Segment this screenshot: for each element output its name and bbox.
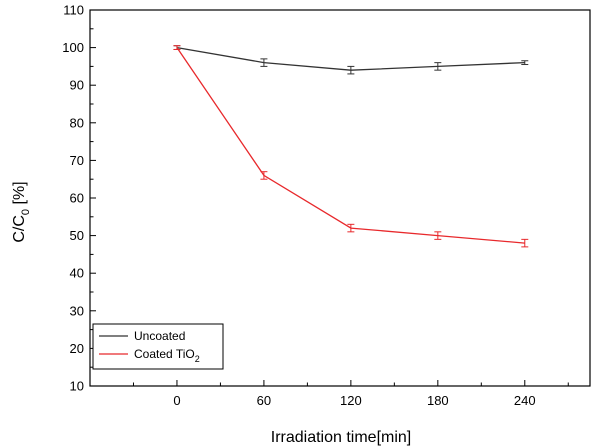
x-axis-ticks: 0 60 120 180 240 [132,380,569,408]
y-axis-title: C/C0 [%] [11,181,32,242]
y-tick-label: 30 [70,303,84,318]
x-tick-label: 120 [340,393,362,408]
y-axis-title-subscript: 0 [20,209,32,215]
y-tick-label: 110 [63,3,84,18]
y-tick-label: 20 [70,341,84,356]
y-tick-label: 100 [62,40,84,55]
y-tick-label: 40 [70,266,84,281]
x-tick-label: 240 [514,393,536,408]
y-tick-label: 90 [70,78,84,93]
legend-box [92,323,224,370]
legend-label-coated-main: Coated TiO [134,347,195,361]
y-tick-label: 50 [70,228,84,243]
series-layer [173,45,529,248]
y-axis-title-unit: [%] [11,181,28,209]
series-1 [173,45,529,248]
y-axis-title-main: C/C [11,215,28,243]
legend-label-coated: Coated TiO2 [134,347,200,364]
y-tick-label: 70 [70,153,84,168]
series-line [176,47,525,244]
x-axis-title: Irradiation time[min] [271,429,412,446]
y-tick-label: 60 [70,191,84,206]
legend-label-coated-subscript: 2 [195,354,200,364]
legend: Uncoated Coated TiO2 [92,323,224,370]
legend-label-uncoated: Uncoated [134,329,185,343]
x-tick-label: 180 [427,393,449,408]
x-tick-label: 60 [257,393,271,408]
y-tick-label: 80 [70,115,84,130]
y-axis-ticks: 10 20 30 40 50 60 70 80 90 100 110 [62,3,96,394]
series-0 [173,45,529,75]
y-tick-label: 10 [70,379,84,394]
x-tick-label: 0 [173,393,180,408]
